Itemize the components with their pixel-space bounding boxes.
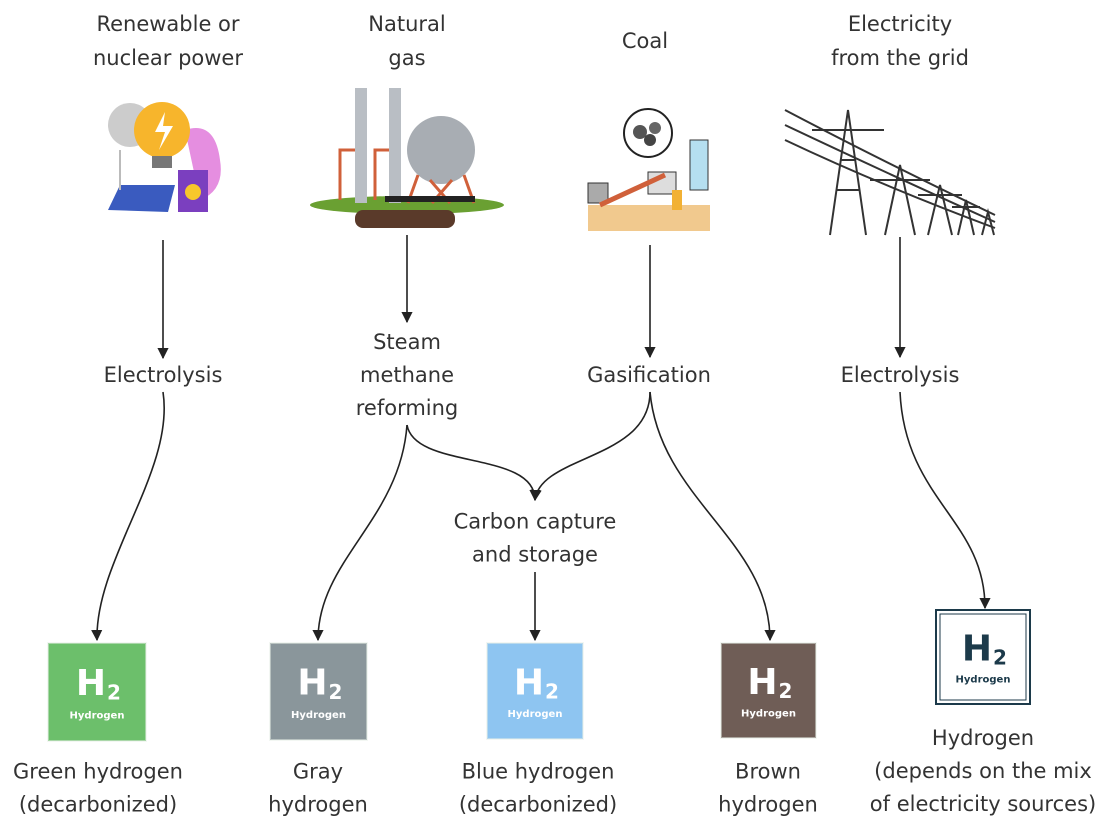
arrow [406, 424, 541, 502]
tile-label: Hydrogen [508, 709, 563, 720]
arrow [91, 391, 165, 642]
source-label: Electricity [848, 12, 952, 36]
renewable-icon [108, 102, 221, 212]
output-label: (decarbonized) [19, 793, 177, 816]
process-label: Gasification [587, 363, 711, 387]
arrow [312, 424, 408, 642]
arrow [899, 391, 991, 610]
output-label: Blue hydrogen [462, 760, 615, 784]
coal-icon [587, 108, 710, 231]
connectors [91, 235, 991, 642]
tile-label: Hydrogen [741, 708, 796, 719]
source-label: Renewable or [96, 12, 239, 36]
process-label: Electrolysis [841, 363, 960, 387]
process-label: and storage [472, 543, 598, 567]
output-label: Brown [735, 760, 801, 784]
tile-subscript: 2 [779, 679, 793, 703]
hydrogen-tile [269, 642, 368, 741]
arrow [649, 391, 776, 642]
tile-label: Hydrogen [70, 711, 125, 722]
output-label: of electricity sources) [870, 792, 1096, 816]
process-label: Steam [373, 330, 441, 354]
tile-label: Hydrogen [291, 710, 346, 721]
tile-subscript: 2 [329, 680, 343, 704]
tile-subscript: 2 [107, 680, 121, 704]
process-label: Electrolysis [104, 363, 223, 387]
natural-gas-icon [310, 88, 504, 228]
tile-symbol: H [514, 662, 544, 703]
tile-subscript: 2 [993, 645, 1007, 669]
output-label: (depends on the mix [874, 759, 1092, 783]
process-label: Carbon capture [454, 510, 617, 534]
tile-label: Hydrogen [956, 675, 1011, 686]
hydrogen-tile [47, 642, 147, 742]
output-label: Green hydrogen [13, 760, 183, 784]
source-label: gas [388, 46, 425, 70]
output-label: hydrogen [268, 793, 368, 816]
output-label: Hydrogen [932, 726, 1034, 750]
source-label: from the grid [831, 46, 969, 70]
tile-inner-border [939, 613, 1027, 701]
tile-subscript: 2 [545, 679, 559, 703]
output-label: hydrogen [718, 793, 818, 816]
source-label: nuclear power [93, 46, 243, 70]
output-label: Gray [293, 760, 343, 784]
arrow [530, 391, 651, 502]
tile-symbol: H [747, 662, 777, 703]
power-lines-icon [784, 109, 996, 236]
hydrogen-tile [720, 642, 817, 739]
tile-symbol: H [76, 663, 106, 704]
process-label: methane [360, 363, 454, 387]
tile-symbol: H [962, 628, 992, 669]
tile-symbol: H [297, 663, 327, 704]
hydrogen-tile [486, 642, 584, 740]
hydrogen-tile [935, 609, 1031, 705]
source-label: Coal [622, 29, 668, 53]
source-label: Natural [368, 12, 445, 36]
process-label: reforming [356, 396, 459, 420]
output-label: (decarbonized) [459, 793, 617, 816]
